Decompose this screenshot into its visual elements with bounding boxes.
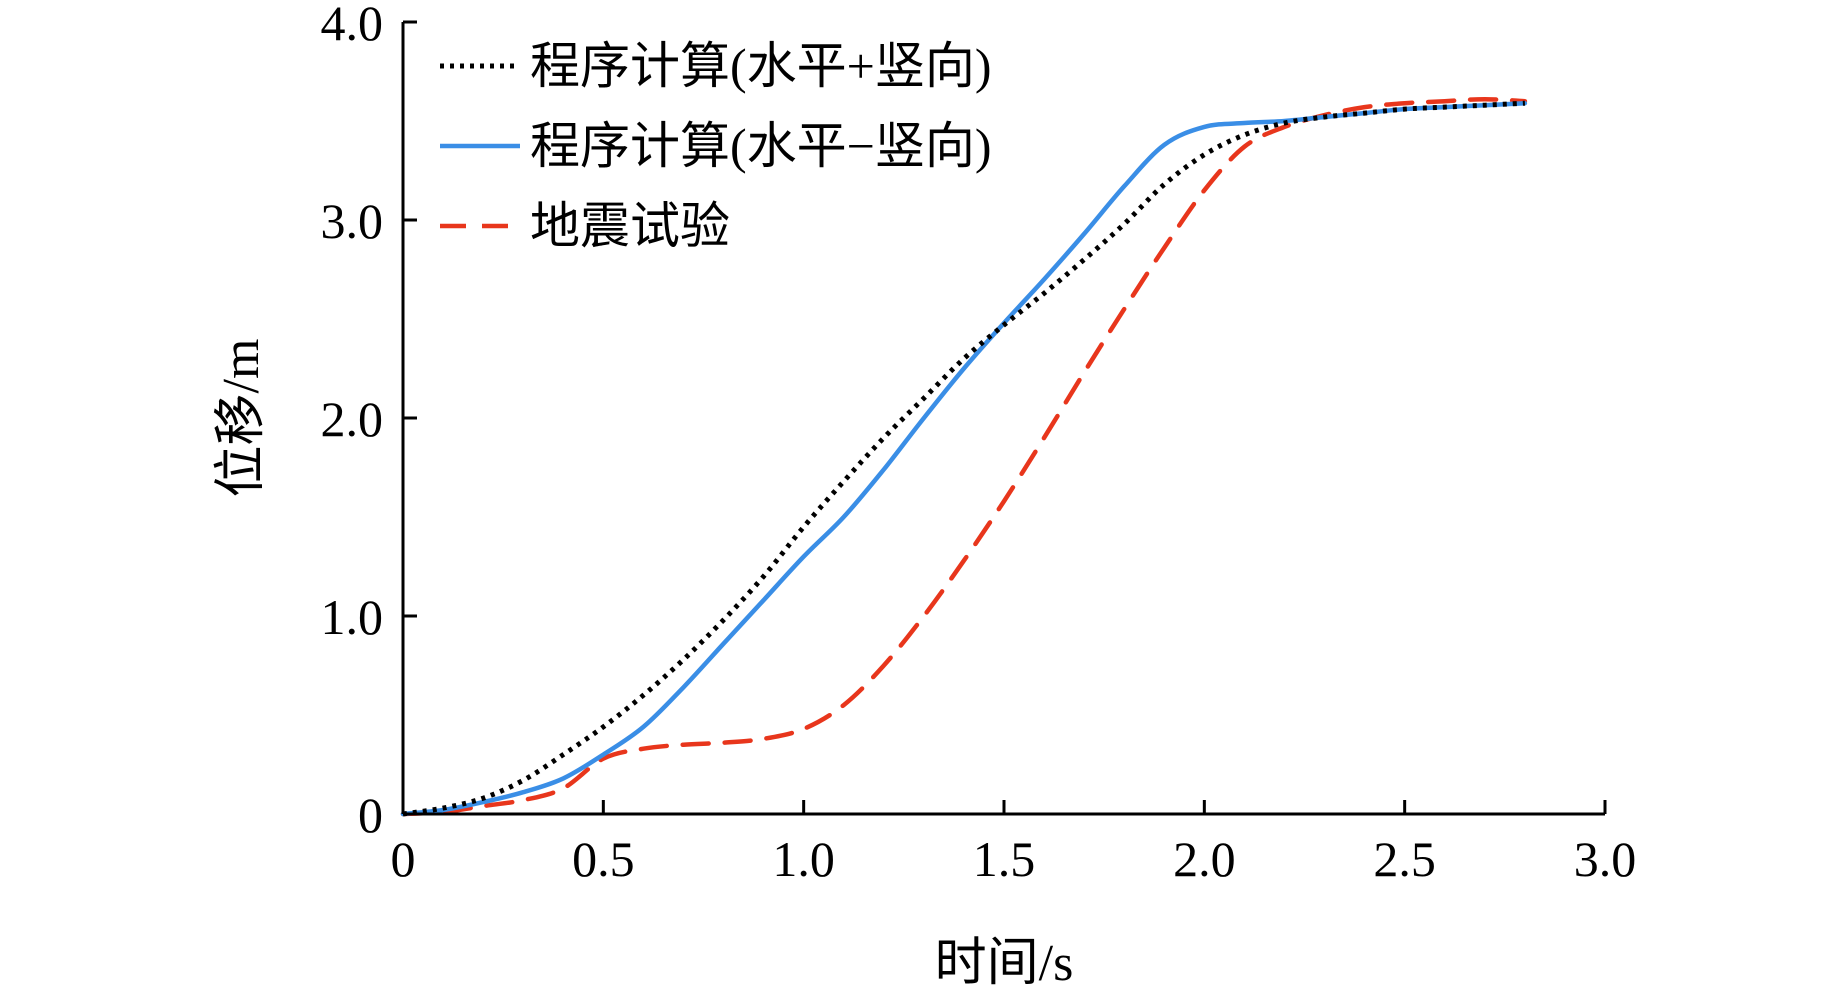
x-tick-label: 1.0: [772, 831, 835, 887]
x-tick-label: 2.5: [1373, 831, 1436, 887]
x-tick-label: 1.5: [973, 831, 1036, 887]
legend-label-1: 程序计算(水平+竖向): [530, 38, 992, 94]
y-axis-title: 位移/m: [213, 339, 270, 498]
y-tick-label: 4.0: [321, 0, 384, 51]
y-tick-label: 2.0: [321, 391, 384, 447]
x-tick-label: 0: [391, 831, 416, 887]
series-layer: [400, 96, 1528, 817]
legend: 程序计算(水平+竖向) 程序计算(水平−竖向) 地震试验: [440, 38, 992, 254]
legend-label-2: 程序计算(水平−竖向): [530, 118, 992, 174]
ticks: 0 0.5 1.0 1.5 2.0 2.5 3.0 0 1.0 2.0 3.0 4.0: [321, 0, 1637, 887]
y-tick-label: 1.0: [321, 589, 384, 645]
series-line-3: [400, 96, 1528, 817]
x-axis-title: 时间/s: [935, 935, 1074, 992]
x-tick-label: 3.0: [1574, 831, 1637, 887]
y-tick-label: 3.0: [321, 193, 384, 249]
x-tick-label: 2.0: [1173, 831, 1236, 887]
series-line-1: [402, 100, 1526, 817]
legend-label-3: 地震试验: [530, 198, 730, 254]
x-tick-label: 0.5: [572, 831, 635, 887]
y-tick-label: 0: [358, 787, 383, 843]
